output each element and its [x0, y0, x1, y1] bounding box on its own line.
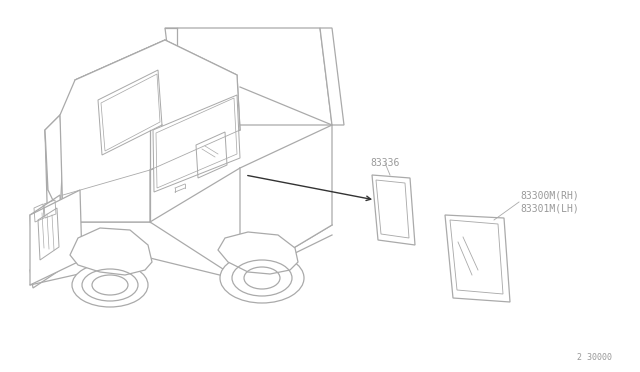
Polygon shape — [98, 70, 162, 155]
Polygon shape — [165, 28, 332, 125]
Polygon shape — [75, 40, 170, 155]
Polygon shape — [30, 190, 82, 285]
Polygon shape — [150, 168, 332, 280]
Polygon shape — [38, 208, 59, 260]
Polygon shape — [45, 130, 82, 215]
Polygon shape — [153, 95, 240, 192]
Polygon shape — [75, 40, 237, 115]
Polygon shape — [45, 115, 63, 237]
Polygon shape — [240, 125, 332, 280]
Polygon shape — [147, 75, 240, 170]
Polygon shape — [218, 232, 298, 274]
Ellipse shape — [220, 253, 304, 303]
Text: 83301M(LH): 83301M(LH) — [520, 203, 579, 213]
Polygon shape — [372, 175, 415, 245]
Polygon shape — [30, 250, 63, 288]
Text: 83300M(RH): 83300M(RH) — [520, 190, 579, 200]
Ellipse shape — [72, 263, 148, 307]
Polygon shape — [320, 28, 344, 125]
Text: 2 30000: 2 30000 — [577, 353, 612, 362]
Polygon shape — [60, 40, 240, 222]
Polygon shape — [60, 115, 150, 222]
Polygon shape — [45, 115, 63, 215]
Polygon shape — [445, 215, 510, 302]
Text: 83336: 83336 — [371, 158, 400, 168]
Polygon shape — [30, 195, 63, 278]
Polygon shape — [70, 228, 152, 275]
